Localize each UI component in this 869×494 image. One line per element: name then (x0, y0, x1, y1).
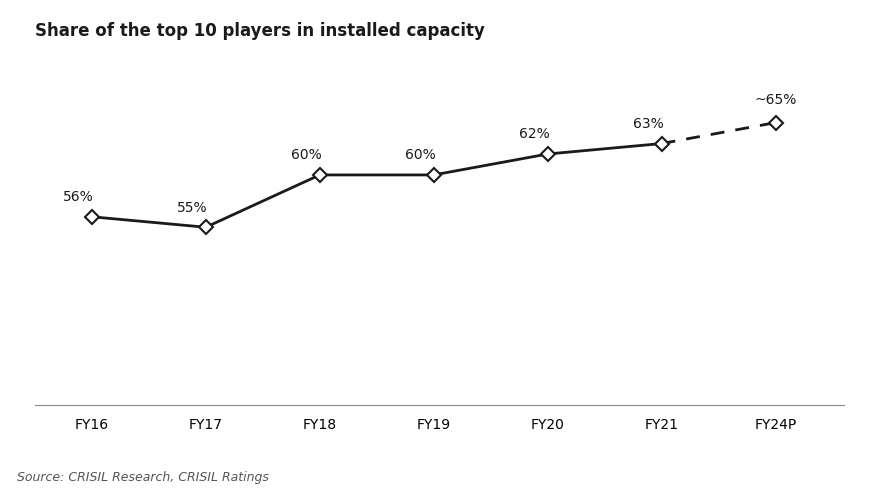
Text: 56%: 56% (63, 190, 93, 204)
Text: ~65%: ~65% (753, 93, 796, 107)
Text: 55%: 55% (176, 201, 207, 215)
Text: 62%: 62% (518, 127, 548, 141)
Text: 60%: 60% (290, 148, 321, 163)
Text: Source: CRISIL Research, CRISIL Ratings: Source: CRISIL Research, CRISIL Ratings (17, 471, 269, 484)
Text: 60%: 60% (404, 148, 434, 163)
Text: Share of the top 10 players in installed capacity: Share of the top 10 players in installed… (35, 22, 484, 40)
Text: 63%: 63% (632, 117, 662, 131)
